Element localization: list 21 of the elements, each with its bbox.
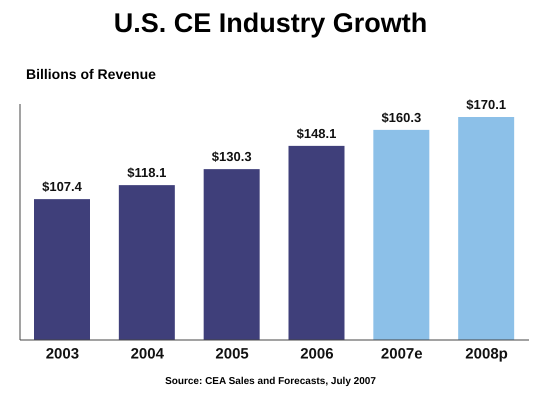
x-tick-label: 2008p xyxy=(465,346,508,363)
source-note: Source: CEA Sales and Forecasts, July 2007 xyxy=(164,376,377,387)
data-label: $160.3 xyxy=(381,110,422,125)
x-tick-label: 2003 xyxy=(46,346,80,363)
bar xyxy=(458,116,514,340)
bar xyxy=(373,130,430,340)
data-label: $170.1 xyxy=(466,96,506,112)
bar xyxy=(34,199,90,340)
bar xyxy=(118,185,175,340)
chart-title: U.S. CE Industry Growth xyxy=(112,8,428,40)
x-tick-label: 2006 xyxy=(300,346,334,363)
y-axis-title: Billions of Revenue xyxy=(26,66,157,84)
x-tick-label: 2007e xyxy=(380,346,423,363)
bar xyxy=(204,169,260,340)
data-label: $130.3 xyxy=(212,149,252,164)
data-label: $118.1 xyxy=(127,165,166,180)
x-tick-label: 2005 xyxy=(215,346,249,363)
data-label: $148.1 xyxy=(296,126,336,141)
data-label: $107.4 xyxy=(42,179,83,194)
bar xyxy=(288,146,344,340)
x-tick-label: 2004 xyxy=(130,346,165,363)
